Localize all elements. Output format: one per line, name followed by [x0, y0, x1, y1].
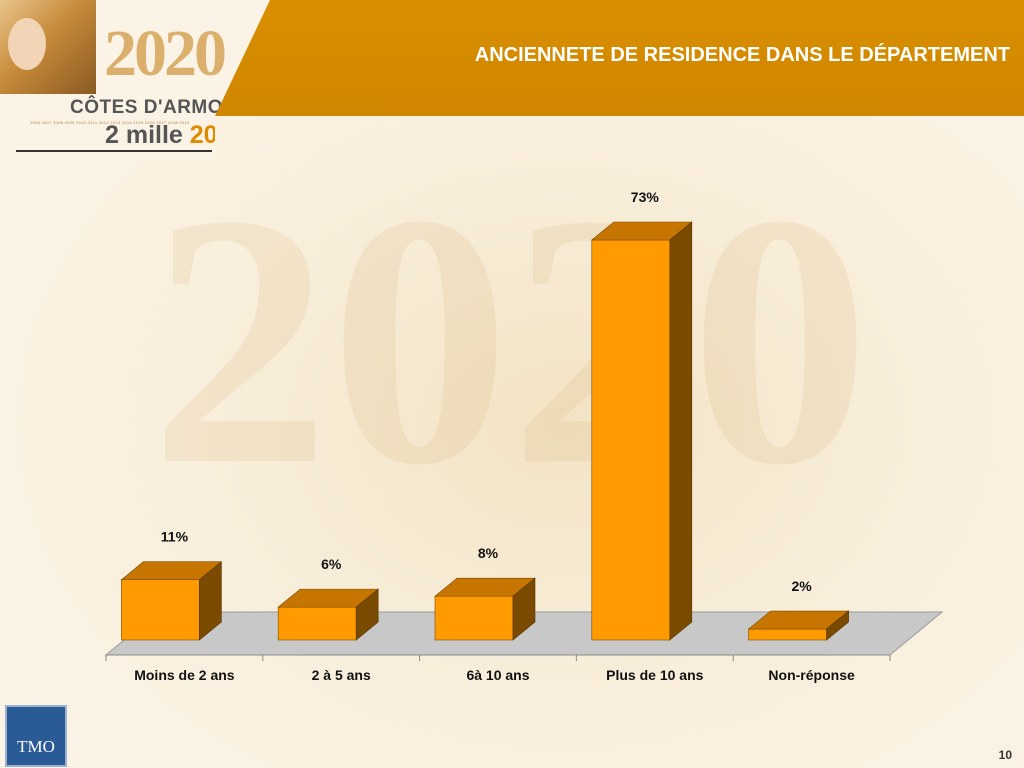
logo-year-strip: 2006 2007 2008 2009 2010 2011 2012 2013 …	[30, 120, 190, 125]
x-tick-label: Non-réponse	[768, 667, 855, 683]
logo-underline	[16, 150, 212, 152]
x-tick-label: Moins de 2 ans	[134, 667, 235, 683]
bar-value-label: 2%	[791, 578, 812, 594]
chart-labels-layer: 11% Moins de 2 ans 6% 2 à 5 ans 8% 6à 10 ans 7…	[134, 189, 855, 683]
slide-title: ANCIENNETE DE RESIDENCE DANS LE DÉPARTEM…	[474, 44, 1010, 66]
bar-side-face	[826, 610, 849, 641]
bar-value-label: 73%	[631, 189, 660, 205]
logo-tagline-prefix: 2 mille	[105, 121, 190, 149]
bar-side-face	[199, 561, 222, 641]
chart-bars-layer	[120, 221, 850, 641]
bar-value-label: 6%	[321, 556, 342, 572]
bar-side-face	[669, 221, 693, 641]
bar-side-face	[512, 577, 536, 641]
child-photo	[0, 0, 96, 94]
bar-value-label: 8%	[478, 545, 499, 561]
x-tick-label: 6à 10 ans	[466, 667, 529, 683]
tmo-logo-text: TMO	[17, 737, 55, 756]
bar	[121, 579, 200, 641]
bar	[748, 628, 827, 641]
page-number: 10	[998, 748, 1012, 762]
x-tick-label: 2 à 5 ans	[312, 667, 371, 683]
bar	[591, 239, 671, 641]
x-tick-label: Plus de 10 ans	[606, 667, 703, 683]
bar	[277, 606, 357, 641]
logo-tagline: 2 mille 20	[105, 121, 218, 150]
logo-tagline-accent: 20	[189, 121, 218, 149]
bar	[434, 595, 514, 641]
tmo-logo: TMO	[5, 705, 67, 767]
logo-year-graphic: 2020	[104, 17, 227, 90]
child-face-image	[8, 18, 46, 70]
bar-value-label: 11%	[161, 529, 189, 545]
bar-side-face	[355, 588, 379, 641]
logo-brand: CÔTES D'ARMOR	[70, 97, 238, 118]
